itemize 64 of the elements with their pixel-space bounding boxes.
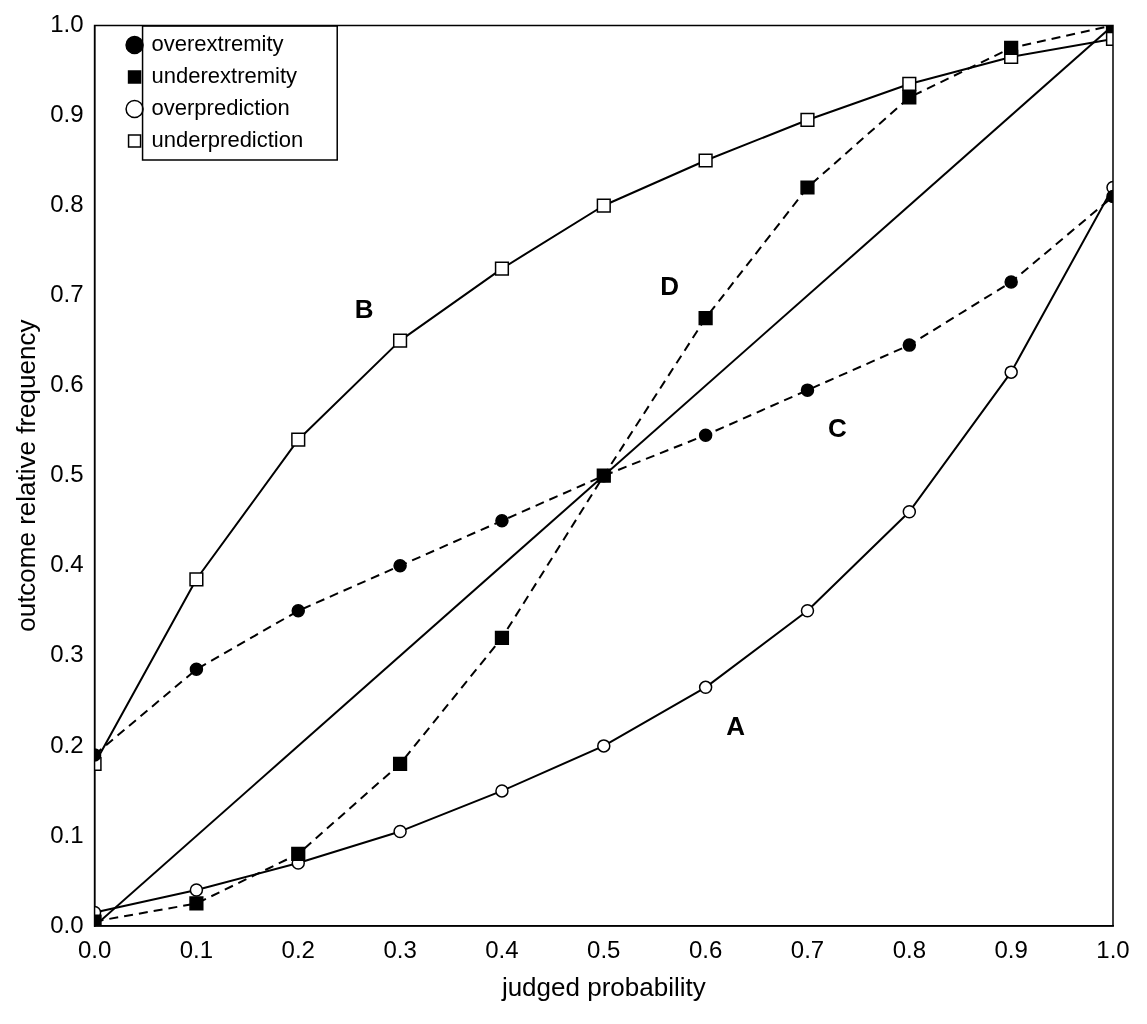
point (291, 846, 306, 862)
y-tick-label: 0.5 (50, 460, 84, 488)
point (393, 824, 407, 839)
y-tick-label: 0.0 (50, 910, 84, 938)
y-tick-label: 0.1 (50, 820, 84, 848)
x-tick-label: 0.5 (587, 936, 621, 964)
point (1004, 275, 1018, 289)
point (494, 630, 510, 645)
annotation: D (660, 271, 680, 302)
point (800, 604, 815, 618)
annotation: B (354, 293, 374, 324)
y-tick-label: 0.9 (50, 100, 84, 128)
x-tick-label: 0.2 (281, 936, 315, 964)
y-tick-label: 0.8 (50, 190, 84, 218)
legend-label: overprediction (151, 95, 290, 121)
y-tick-label: 0.6 (50, 370, 84, 398)
point (800, 383, 815, 397)
point (1004, 365, 1018, 379)
point (494, 261, 510, 276)
point (189, 662, 204, 677)
point (392, 756, 408, 772)
x-tick-label: 0.9 (994, 936, 1028, 964)
x-tick-label: 0.1 (179, 936, 214, 964)
point (800, 112, 815, 128)
point (902, 90, 917, 105)
point (902, 504, 917, 519)
x-tick-label: 0.0 (77, 936, 112, 964)
point (189, 883, 204, 897)
annotation: C (828, 413, 848, 444)
y-tick-label: 0.3 (50, 640, 84, 668)
point (291, 604, 305, 618)
legend-label: underextremity (151, 63, 298, 89)
y-tick-label: 0.7 (50, 280, 84, 308)
x-tick-label: 0.3 (383, 936, 417, 964)
point (392, 333, 408, 348)
point (495, 513, 509, 528)
point (495, 784, 509, 798)
legend-label: underprediction (151, 127, 304, 153)
point (902, 338, 917, 352)
point (902, 76, 917, 92)
y-tick-label: 0.4 (50, 550, 84, 578)
point (291, 432, 306, 447)
point (393, 559, 407, 573)
y-axis-title: outcome relative frequency (10, 319, 41, 632)
y-tick-label: 0.2 (50, 730, 84, 758)
x-tick-label: 0.6 (688, 936, 723, 964)
point (597, 739, 611, 753)
point (698, 680, 713, 695)
x-tick-label: 1.0 (1096, 936, 1130, 964)
y-tick-label: 1.0 (50, 10, 84, 38)
point (596, 198, 611, 213)
point (1004, 40, 1019, 56)
point (698, 310, 713, 326)
x-tick-label: 0.7 (790, 936, 825, 964)
point (800, 180, 815, 195)
x-tick-label: 0.8 (892, 936, 926, 964)
legend-label: overextremity (151, 31, 284, 57)
annotation: A (726, 710, 746, 741)
point (698, 153, 713, 168)
point (189, 572, 204, 587)
point (189, 896, 204, 911)
x-tick-label: 0.4 (485, 936, 519, 964)
point (698, 428, 713, 442)
x-axis-title: judged probability (500, 971, 706, 1002)
